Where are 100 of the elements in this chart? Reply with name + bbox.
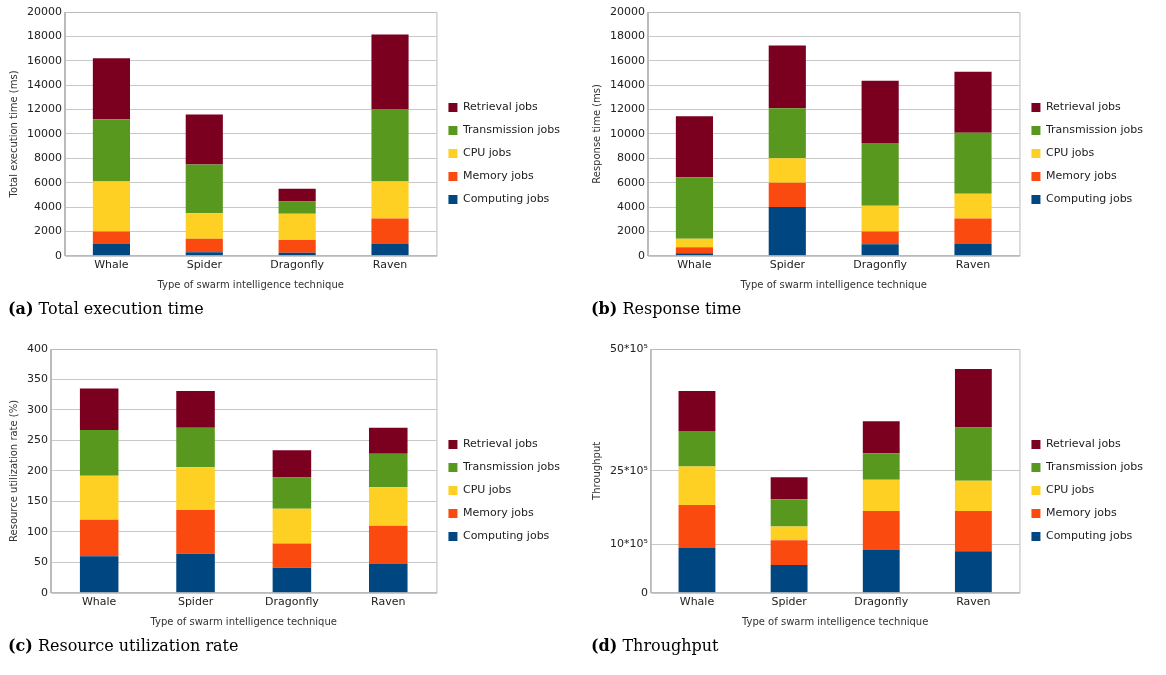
y-axis-title: Total execution time (ms) bbox=[7, 70, 19, 199]
bar bbox=[678, 547, 716, 593]
x-tick-label: Dragonfly bbox=[853, 258, 908, 272]
y-axis-title: Resource utilization rate (%) bbox=[7, 399, 19, 542]
bar bbox=[954, 193, 992, 219]
bar bbox=[768, 207, 806, 256]
y-tick-label: 14000 bbox=[26, 78, 62, 91]
bar bbox=[862, 549, 900, 593]
bar bbox=[371, 218, 409, 244]
y-tick-label: 6000 bbox=[616, 175, 645, 189]
legend-label: CPU jobs bbox=[1045, 483, 1095, 497]
bar bbox=[678, 390, 716, 431]
bar bbox=[176, 427, 215, 468]
bar bbox=[768, 108, 806, 159]
legend-label: Retrieval jobs bbox=[462, 437, 539, 451]
y-axis-title: Throughput bbox=[590, 441, 602, 501]
y-tick-label: 100 bbox=[27, 524, 48, 538]
text: (b) Response time bbox=[591, 299, 743, 318]
bar bbox=[861, 143, 899, 206]
text: (c) Resource utilization rate bbox=[8, 636, 240, 655]
bar bbox=[371, 34, 409, 109]
legend-label: Retrieval jobs bbox=[1045, 100, 1122, 114]
bar bbox=[675, 177, 713, 239]
y-tick-label: 0 bbox=[54, 248, 62, 262]
legend-label: Memory jobs bbox=[1045, 169, 1117, 183]
bar bbox=[770, 477, 808, 500]
bar bbox=[79, 519, 119, 557]
y-tick-label: 20000 bbox=[26, 4, 62, 18]
y-tick-label: 8000 bbox=[616, 151, 645, 165]
x-tick-label: Spider bbox=[186, 258, 223, 272]
bar bbox=[862, 479, 900, 511]
y-tick-label: 10*10⁵ bbox=[610, 536, 648, 550]
bar bbox=[678, 430, 716, 467]
bar bbox=[272, 567, 312, 593]
x-axis-title: Type of swarm intelligence technique bbox=[149, 615, 337, 627]
x-axis-title: Type of swarm intelligence technique bbox=[740, 615, 929, 627]
legend-label: CPU jobs bbox=[462, 146, 512, 160]
bar bbox=[368, 563, 408, 593]
text: (d) Throughput bbox=[591, 636, 720, 655]
y-tick-label: 2000 bbox=[616, 224, 645, 238]
bar bbox=[185, 164, 223, 214]
bar bbox=[675, 238, 713, 248]
x-tick-label: Whale bbox=[677, 258, 712, 272]
bar bbox=[861, 244, 899, 256]
bar bbox=[770, 540, 808, 566]
y-tick-label: 20000 bbox=[609, 4, 645, 18]
bar bbox=[185, 114, 223, 165]
bar bbox=[278, 188, 316, 202]
legend-label: CPU jobs bbox=[462, 483, 512, 497]
y-tick-label: 12000 bbox=[26, 102, 62, 116]
bar bbox=[79, 475, 119, 520]
y-tick-label: 10000 bbox=[26, 126, 62, 140]
y-tick-label: 14000 bbox=[609, 78, 645, 91]
y-tick-label: 6000 bbox=[33, 175, 62, 189]
y-tick-label: 18000 bbox=[26, 29, 62, 43]
y-axis-title: Response time (ms) bbox=[590, 83, 602, 184]
bar bbox=[770, 499, 808, 527]
x-tick-label: Whale bbox=[94, 258, 129, 272]
bar bbox=[862, 510, 900, 550]
bar bbox=[272, 543, 312, 568]
legend-label: Retrieval jobs bbox=[462, 100, 539, 114]
x-tick-label: Raven bbox=[956, 595, 991, 609]
bar bbox=[92, 119, 130, 182]
bar bbox=[368, 453, 408, 488]
bar bbox=[954, 132, 992, 194]
bar bbox=[954, 480, 992, 511]
bar bbox=[368, 427, 408, 454]
y-tick-label: 16000 bbox=[609, 53, 645, 67]
y-tick-label: 300 bbox=[27, 402, 48, 416]
bar bbox=[954, 510, 992, 552]
bar bbox=[954, 551, 992, 593]
x-tick-label: Spider bbox=[769, 258, 806, 272]
bar bbox=[954, 368, 992, 428]
legend-label: Computing jobs bbox=[1045, 529, 1133, 543]
y-tick-label: 16000 bbox=[26, 53, 62, 67]
bar bbox=[185, 213, 223, 239]
bar bbox=[176, 509, 215, 554]
bar bbox=[92, 58, 130, 120]
y-tick-label: 18000 bbox=[609, 29, 645, 43]
bar bbox=[185, 252, 223, 256]
bar bbox=[278, 201, 316, 214]
bar bbox=[92, 243, 130, 256]
x-tick-label: Whale bbox=[81, 595, 117, 609]
y-tick-label: 25*10⁵ bbox=[610, 463, 648, 477]
bar bbox=[185, 238, 223, 253]
y-tick-label: 12000 bbox=[609, 102, 645, 116]
bar bbox=[79, 430, 119, 476]
x-tick-label: Dragonfly bbox=[270, 258, 325, 272]
bar bbox=[79, 388, 119, 431]
bar bbox=[770, 526, 808, 541]
bar bbox=[768, 158, 806, 183]
y-tick-label: 50 bbox=[34, 555, 48, 569]
bar bbox=[272, 508, 312, 544]
bar bbox=[371, 181, 409, 219]
bar bbox=[272, 477, 312, 509]
y-tick-label: 50*10⁵ bbox=[610, 341, 648, 355]
bar bbox=[862, 421, 900, 454]
x-tick-label: Raven bbox=[955, 258, 991, 272]
y-tick-label: 250 bbox=[27, 433, 48, 447]
y-tick-label: 4000 bbox=[33, 199, 62, 213]
